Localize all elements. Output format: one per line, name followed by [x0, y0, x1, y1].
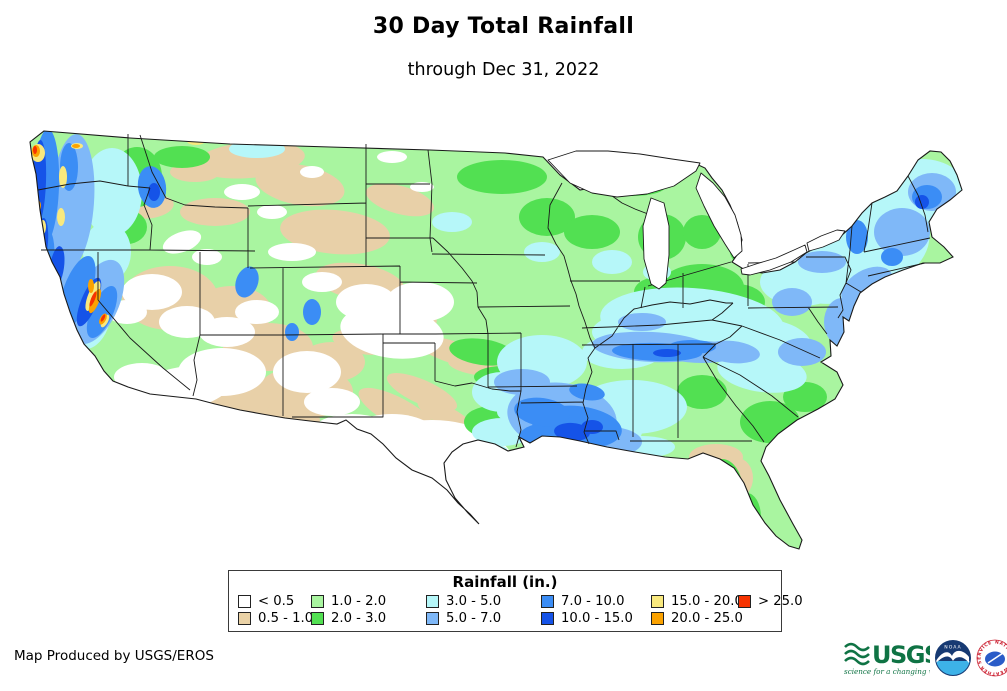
legend-item: 15.0 - 20.0: [651, 593, 743, 610]
legend-swatch: [541, 595, 554, 608]
page-title: 30 Day Total Rainfall: [372, 14, 635, 39]
page-subtitle: through Dec 31, 2022: [407, 60, 600, 80]
agency-logos: USGS science for a changing world NOAA N…: [842, 638, 1007, 678]
usgs-wordmark: USGS: [872, 641, 930, 669]
rainfall-over-25in-layer: [33, 146, 106, 322]
legend-title: Rainfall (in.): [452, 573, 558, 591]
legend-swatch: [651, 612, 664, 625]
legend-label: 0.5 - 1.0: [258, 611, 314, 626]
legend-label: 1.0 - 2.0: [331, 594, 387, 609]
state-boundaries: [37, 134, 931, 448]
legend-swatch: [426, 595, 439, 608]
rainfall-legend: Rainfall (in.) < 0.5 0.5 - 1.0 1.0 - 2.0…: [228, 570, 803, 632]
legend-items: < 0.5 0.5 - 1.0 1.0 - 2.0 2.0 - 3.0 3.0 …: [238, 593, 803, 627]
legend-swatch: [238, 612, 251, 625]
legend-label: 10.0 - 15.0: [561, 611, 633, 626]
legend-item: > 25.0: [738, 593, 803, 610]
conus-outline: [29, 130, 963, 550]
legend-swatch: [311, 612, 324, 625]
legend-swatch: [238, 595, 251, 608]
legend-item: 10.0 - 15.0: [541, 610, 651, 627]
legend-label: 2.0 - 3.0: [331, 611, 387, 626]
legend-item: 0.5 - 1.0: [238, 610, 314, 627]
legend-label: 7.0 - 10.0: [561, 594, 625, 609]
noaa-logo: NOAA: [935, 640, 971, 676]
legend-item: 20.0 - 25.0: [651, 610, 743, 627]
legend-label: < 0.5: [258, 594, 295, 609]
lake-michigan: [642, 197, 670, 290]
lake-ontario: [806, 229, 846, 252]
lake-erie: [740, 244, 808, 276]
legend-item: 3.0 - 5.0: [426, 593, 541, 610]
legend-item: 5.0 - 7.0: [426, 610, 541, 627]
legend-item: < 0.5: [238, 593, 311, 610]
nws-slash: [987, 652, 1004, 664]
lake-huron: [695, 172, 743, 259]
legend-item: 7.0 - 10.0: [541, 593, 651, 610]
legend-label: > 25.0: [758, 594, 803, 609]
legend-swatch: [738, 595, 751, 608]
legend-swatch: [426, 612, 439, 625]
legend-label: 20.0 - 25.0: [671, 611, 743, 626]
legend-swatch: [651, 595, 664, 608]
legend-label: 5.0 - 7.0: [446, 611, 502, 626]
legend-label: 3.0 - 5.0: [446, 594, 502, 609]
legend-item: 1.0 - 2.0: [311, 593, 426, 610]
usgs-logo: USGS science for a changing world: [844, 641, 930, 676]
legend-item: 2.0 - 3.0: [311, 610, 426, 627]
great-lakes: [547, 150, 846, 290]
lake-superior: [547, 150, 701, 198]
usgs-tagline: science for a changing world: [844, 667, 930, 676]
noaa-wordmark: NOAA: [944, 645, 961, 651]
legend-label: 15.0 - 20.0: [671, 594, 743, 609]
nws-logo: NATIONAL WEATHER SERVICE: [976, 639, 1007, 677]
usgs-wave-icon: [844, 642, 870, 666]
map-credit: Map Produced by USGS/EROS: [14, 648, 214, 664]
legend-swatch: [311, 595, 324, 608]
legend-swatch: [541, 612, 554, 625]
